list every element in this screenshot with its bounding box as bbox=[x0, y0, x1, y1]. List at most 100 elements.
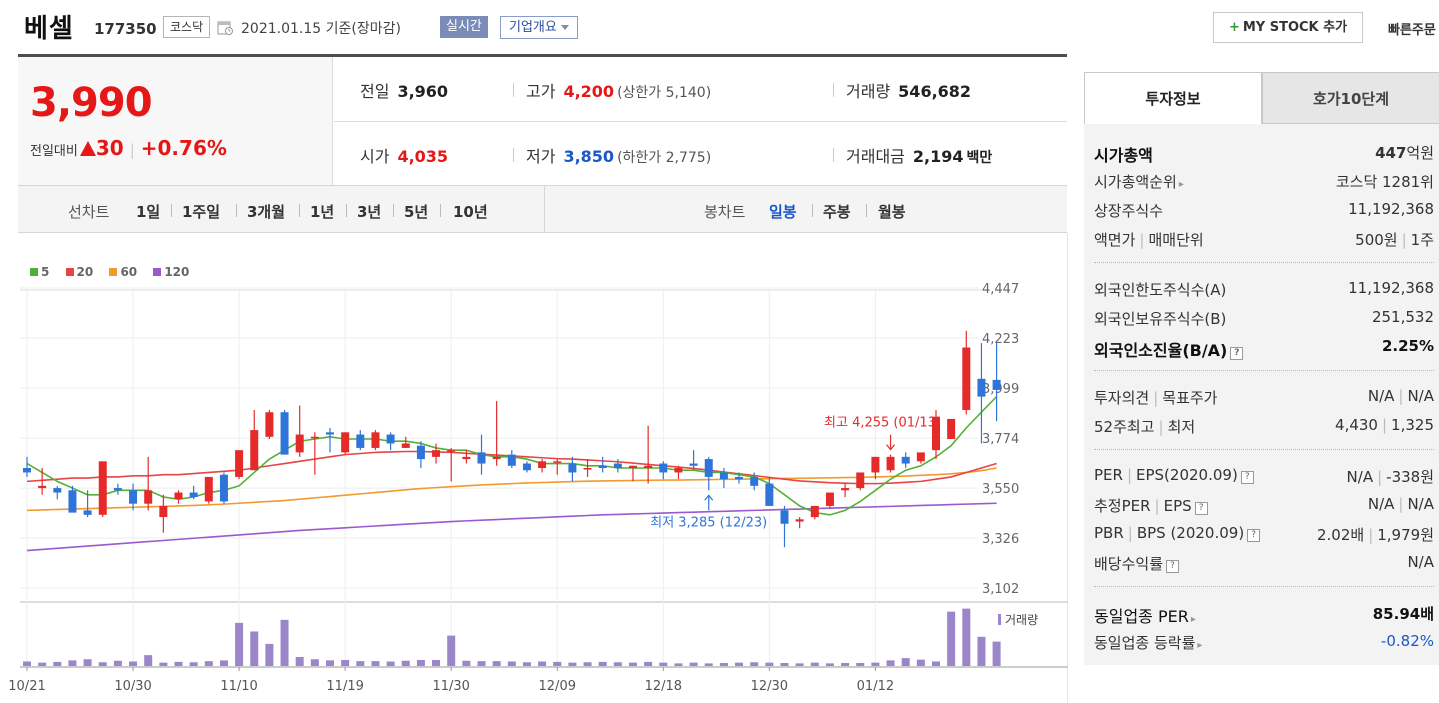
volume-bar bbox=[765, 662, 774, 666]
volume-bar bbox=[250, 631, 259, 666]
period-10y[interactable]: 10년 bbox=[453, 203, 488, 221]
x-tick-label: 01/12 bbox=[857, 679, 894, 694]
candle-monthly[interactable]: 월봉 bbox=[878, 203, 906, 221]
candle-body bbox=[583, 468, 592, 470]
help-icon[interactable]: ? bbox=[1166, 560, 1180, 573]
volume-bar bbox=[280, 619, 289, 666]
volume-bar bbox=[23, 661, 31, 666]
candle-body bbox=[598, 465, 607, 468]
candle-body bbox=[235, 450, 244, 477]
candle-body bbox=[659, 463, 668, 473]
candle-body bbox=[810, 505, 819, 518]
y-tick-label: 3,774 bbox=[982, 432, 1019, 447]
x-tick-label: 10/21 bbox=[8, 679, 45, 694]
volume-bar bbox=[916, 659, 925, 666]
max-arrow-head bbox=[886, 444, 896, 451]
invest-panel: 투자정보 호가10단계 시가총액 447억원 시가총액순위 ▸ 코스닥 1281위 상… bbox=[1084, 72, 1439, 665]
change-label: 전일대비 bbox=[30, 144, 78, 159]
volume-bar bbox=[68, 660, 77, 666]
volume-bar bbox=[568, 662, 577, 666]
volume-bar bbox=[416, 660, 425, 666]
candle-body bbox=[765, 483, 774, 506]
stock-chart[interactable]: 4,447 4,223 3,999 3,774 3,550 3,326 3,102 10/21… bbox=[0, 233, 1068, 703]
volume-bar bbox=[295, 657, 304, 666]
tab-orderbook[interactable]: 호가10단계 bbox=[1262, 72, 1439, 124]
top-divider bbox=[18, 54, 1067, 57]
period-3m[interactable]: 3개월 bbox=[247, 203, 286, 221]
volume-bar bbox=[962, 608, 971, 666]
period-3y[interactable]: 3년 bbox=[357, 203, 382, 221]
candle-body bbox=[462, 456, 471, 460]
row-cap-rank[interactable]: 시가총액순위 ▸ 코스닥 1281위 bbox=[1094, 173, 1434, 191]
volume-bar bbox=[780, 663, 789, 666]
volume-bar bbox=[341, 660, 350, 666]
tab-invest-info[interactable]: 투자정보 bbox=[1084, 72, 1262, 124]
y-tick-label: 3,326 bbox=[982, 532, 1019, 547]
candle-daily[interactable]: 일봉 bbox=[769, 203, 797, 221]
volume-bar bbox=[886, 660, 895, 666]
row-pbr: PBR | BPS (2020.09)? 2.02배 | 1,979원 bbox=[1094, 524, 1434, 544]
volume-bar bbox=[947, 611, 956, 666]
volume-bar bbox=[598, 661, 607, 666]
candle-body bbox=[477, 452, 486, 464]
quick-order-link[interactable]: 빠른주문 bbox=[1388, 23, 1436, 38]
help-icon[interactable]: ? bbox=[1240, 471, 1254, 484]
price-summary: 3,990 전일대비 30 | +0.76% bbox=[18, 57, 333, 185]
candle-body bbox=[932, 416, 940, 451]
stat-high: 고가 4,200 (상한가 5,140) bbox=[526, 82, 712, 101]
ma60-line bbox=[26, 467, 997, 512]
volume-bar bbox=[507, 661, 516, 666]
period-5y[interactable]: 5년 bbox=[404, 203, 429, 221]
stat-low: 저가 3,850 (하한가 2,775) bbox=[526, 147, 712, 166]
volume-bar bbox=[371, 661, 380, 666]
help-icon[interactable]: ? bbox=[1230, 347, 1244, 360]
help-icon[interactable]: ? bbox=[1247, 529, 1261, 542]
add-mystock-button[interactable]: + MY STOCK 추가 bbox=[1213, 12, 1363, 43]
stat-amount: 거래대금 2,194 백만 bbox=[846, 147, 993, 166]
row-dividend: 배당수익률? N/A bbox=[1094, 553, 1434, 573]
period-1d[interactable]: 1일 bbox=[136, 203, 161, 221]
candle-body bbox=[326, 432, 334, 435]
candle-body bbox=[916, 452, 925, 462]
y-tick-label: 4,447 bbox=[982, 282, 1019, 297]
volume-bar bbox=[462, 660, 471, 666]
volume-label: 거래량 bbox=[1005, 613, 1038, 627]
company-overview-dropdown[interactable]: 기업개요 bbox=[500, 16, 578, 39]
volume-bar bbox=[326, 660, 334, 666]
volume-bar bbox=[629, 662, 637, 666]
stock-code: 177350 bbox=[94, 20, 157, 38]
candle-body bbox=[38, 485, 47, 489]
period-1y[interactable]: 1년 bbox=[310, 203, 335, 221]
volume-bar bbox=[901, 658, 910, 666]
row-foreign-limit: 외국인한도주식수(A) 11,192,368 bbox=[1094, 279, 1434, 299]
candle-body bbox=[522, 463, 531, 471]
candle-body bbox=[295, 434, 304, 453]
row-sector-per[interactable]: 동일업종 PER ▸ 85.94배 bbox=[1094, 605, 1434, 626]
candle-body bbox=[416, 445, 425, 460]
volume-bar bbox=[204, 661, 213, 666]
candle-body bbox=[341, 432, 350, 453]
ma120-line bbox=[26, 502, 997, 552]
min-arrow-head bbox=[704, 494, 714, 501]
candle-weekly[interactable]: 주봉 bbox=[823, 203, 851, 221]
candle-body bbox=[174, 492, 183, 500]
volume-bar bbox=[613, 662, 622, 666]
realtime-button[interactable]: 실시간 bbox=[440, 16, 488, 38]
row-sector-change[interactable]: 동일업종 등락률 ▸ -0.82% bbox=[1094, 632, 1434, 652]
candle-body bbox=[886, 456, 895, 471]
period-1w[interactable]: 1주일 bbox=[182, 203, 221, 221]
candle-body bbox=[53, 488, 62, 493]
help-icon[interactable]: ? bbox=[1194, 502, 1208, 515]
row-52week: 52주최고 | 최저 4,430 | 1,325 bbox=[1094, 416, 1434, 436]
candle-body bbox=[992, 379, 1001, 390]
candle-body bbox=[432, 450, 441, 457]
legend-ma5: 5 bbox=[30, 265, 49, 279]
candle-body bbox=[189, 492, 198, 497]
volume-bar bbox=[53, 661, 62, 666]
volume-bar bbox=[689, 662, 698, 666]
volume-bar bbox=[810, 662, 819, 666]
volume-bar bbox=[704, 663, 713, 666]
candle-body bbox=[310, 436, 319, 439]
volume-bar bbox=[386, 661, 395, 666]
candle-body bbox=[144, 490, 153, 504]
